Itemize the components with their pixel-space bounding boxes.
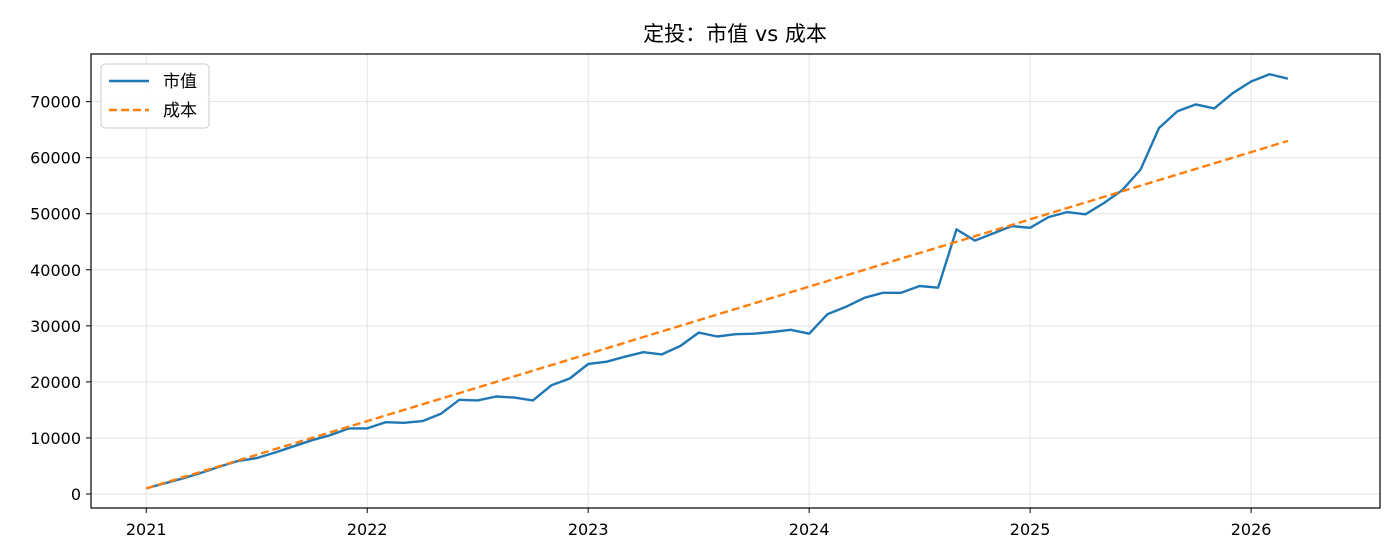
x-tick-label: 2024 bbox=[789, 520, 830, 539]
y-tick-label: 70000 bbox=[30, 93, 81, 112]
x-tick-label: 2023 bbox=[568, 520, 609, 539]
grid-lines bbox=[91, 54, 1380, 508]
series-line-1 bbox=[145, 72, 1289, 490]
legend-label: 市值 bbox=[163, 72, 197, 92]
y-tick-label: 20000 bbox=[30, 373, 81, 392]
x-tick-label: 2022 bbox=[347, 520, 388, 539]
legend-entry: 市值 bbox=[109, 72, 197, 92]
legend-label: 成本 bbox=[163, 101, 197, 121]
x-tick-label: 2021 bbox=[126, 520, 167, 539]
legend-entry: 成本 bbox=[109, 101, 197, 121]
y-axis: 0 10000 20000 30000 40000 50000 60000 70000 bbox=[30, 93, 91, 504]
y-tick-label: 60000 bbox=[30, 149, 81, 168]
y-tick-label: 30000 bbox=[30, 317, 81, 336]
x-tick-label: 2025 bbox=[1010, 520, 1051, 539]
y-tick-label: 10000 bbox=[30, 429, 81, 448]
y-tick-label: 50000 bbox=[30, 205, 81, 224]
y-tick-label: 0 bbox=[71, 485, 81, 504]
series-layer bbox=[145, 72, 1289, 490]
series-line-2 bbox=[145, 139, 1289, 490]
chart-title: 定投：市值 vs 成本 bbox=[643, 22, 827, 46]
y-tick-label: 40000 bbox=[30, 261, 81, 280]
x-axis: 2021 2022 2023 2024 2025 2026 bbox=[126, 508, 1272, 539]
plot-area-frame bbox=[90, 53, 1381, 509]
x-tick-label: 2026 bbox=[1231, 520, 1272, 539]
